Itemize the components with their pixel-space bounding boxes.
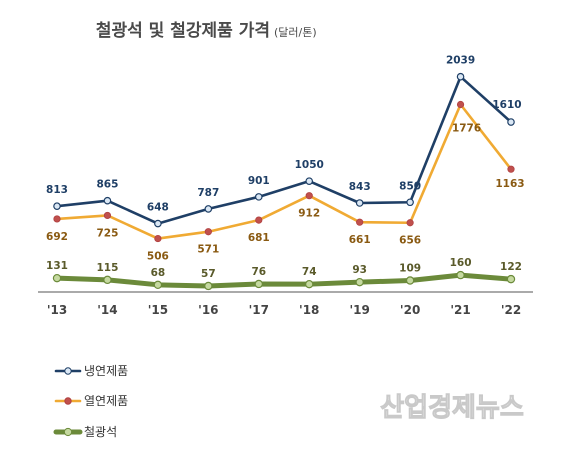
data-point <box>103 211 112 220</box>
data-label: 865 <box>96 179 118 191</box>
data-label: 109 <box>399 262 421 274</box>
data-label: 901 <box>248 175 270 187</box>
data-label: 115 <box>96 262 118 274</box>
x-tick-label: '13 <box>47 303 67 317</box>
data-label: 74 <box>302 266 317 278</box>
series-line-s1 <box>55 103 513 240</box>
data-label: 648 <box>147 202 169 214</box>
chart-title: 철광석 및 철강제품 가격 <box>96 21 270 41</box>
data-point <box>154 219 162 228</box>
series-line-s0 <box>55 75 513 225</box>
data-point <box>154 234 162 243</box>
data-label: 661 <box>349 234 371 246</box>
x-tick-label: '20 <box>400 303 420 317</box>
data-label: 813 <box>46 184 68 196</box>
data-point <box>406 198 414 207</box>
data-point <box>355 199 364 207</box>
series-line-s2 <box>54 272 514 289</box>
data-label: 131 <box>46 260 68 272</box>
data-label: 1610 <box>492 99 521 111</box>
data-label: 93 <box>352 264 367 276</box>
data-point <box>52 273 62 283</box>
data-point <box>204 281 213 291</box>
data-label: 692 <box>46 231 68 243</box>
data-point <box>355 277 364 287</box>
data-label: 68 <box>151 267 166 279</box>
x-tick-label: '14 <box>97 303 117 317</box>
data-label: 2039 <box>446 55 475 67</box>
data-label: 843 <box>349 181 371 193</box>
data-point <box>305 177 314 185</box>
data-point <box>456 72 465 81</box>
data-point <box>356 218 364 226</box>
data-label: 850 <box>399 180 421 192</box>
data-labels: 813 865 648 787 901 1050 843 850 2039 1610 692 725 5… <box>46 55 525 280</box>
legend-label: 철광석 <box>84 425 117 439</box>
x-tick-label: '22 <box>501 303 521 317</box>
x-tick-label: '16 <box>198 303 218 317</box>
data-point <box>254 279 263 289</box>
chart-unit: (달러/톤) <box>274 26 317 39</box>
x-axis-ticks: '13 '14 '15 '16 '17 '18 '19 '20 '21 '22 <box>47 303 521 317</box>
legend-label: 열연제품 <box>84 394 128 408</box>
data-point <box>305 192 313 200</box>
data-label: 571 <box>197 244 219 256</box>
data-label: 506 <box>147 251 169 263</box>
watermark-text: 산업경제뉴스 <box>380 393 524 423</box>
data-label: 57 <box>201 268 216 280</box>
data-point <box>153 280 163 290</box>
data-label: 656 <box>399 235 421 247</box>
x-tick-label: '17 <box>249 303 269 317</box>
data-point <box>406 219 414 227</box>
data-point <box>103 275 112 285</box>
data-point <box>506 274 516 284</box>
x-tick-label: '19 <box>349 303 369 317</box>
data-point <box>405 276 415 285</box>
data-point <box>456 270 465 280</box>
data-label: 681 <box>248 232 270 244</box>
data-label: 725 <box>96 227 118 239</box>
data-point <box>255 216 263 224</box>
data-label: 1050 <box>295 159 324 171</box>
data-point <box>53 202 61 210</box>
data-point <box>103 196 112 205</box>
data-label: 160 <box>450 257 472 269</box>
data-label: 122 <box>500 261 522 273</box>
x-tick-label: '15 <box>148 303 168 317</box>
data-point <box>254 193 263 201</box>
x-tick-label: '18 <box>299 303 319 317</box>
legend-label: 냉연제품 <box>84 364 128 378</box>
data-point <box>507 118 515 126</box>
data-label: 1163 <box>495 178 524 190</box>
data-point <box>305 279 314 289</box>
x-tick-label: '21 <box>450 303 470 317</box>
data-point <box>204 228 212 236</box>
data-point <box>507 165 515 173</box>
legend-swatch-marker <box>64 397 72 405</box>
data-label: 1776 <box>452 122 481 134</box>
series-lines <box>52 72 516 291</box>
data-label: 787 <box>197 187 219 199</box>
data-point <box>456 100 465 109</box>
legend-swatch-marker <box>64 367 72 375</box>
data-point <box>53 215 61 223</box>
legend-swatch-marker <box>63 427 73 437</box>
data-label: 76 <box>251 266 266 278</box>
data-point <box>204 205 213 213</box>
data-label: 912 <box>298 208 320 220</box>
